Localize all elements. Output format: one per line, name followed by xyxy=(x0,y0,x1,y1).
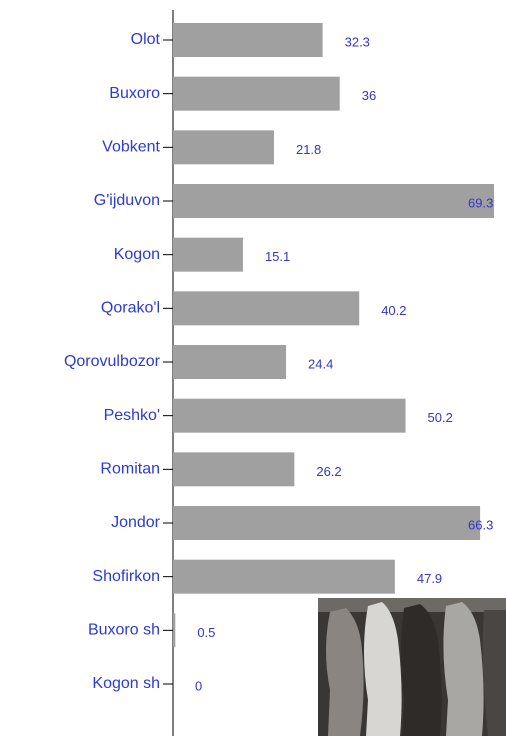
y-tick-label: G'ijduvon xyxy=(94,192,160,209)
value-label: 26.2 xyxy=(316,464,341,479)
y-tick-label: Kogon sh xyxy=(92,675,160,692)
y-tick-label: Qorako'l xyxy=(101,300,160,317)
chart: Olot 32.3 Buxoro 36 Vobkent 21.8 G'ijduvon 69.3… xyxy=(0,0,506,736)
bar xyxy=(173,613,175,647)
y-tick-label: Romitan xyxy=(100,461,160,478)
bar xyxy=(173,77,340,111)
photo xyxy=(318,598,506,736)
y-tick-label: Buxoro sh xyxy=(88,622,160,639)
y-tick-label: Olot xyxy=(131,31,161,48)
value-label: 32.3 xyxy=(345,34,370,49)
bar xyxy=(173,399,406,433)
value-label: 15.1 xyxy=(265,249,290,264)
y-tick-label: Peshko' xyxy=(104,407,160,424)
bar xyxy=(173,184,494,218)
y-tick-label: Jondor xyxy=(111,514,161,531)
value-label: 50.2 xyxy=(428,410,453,425)
y-tick-label: Vobkent xyxy=(102,139,160,156)
value-label: 24.4 xyxy=(308,356,333,371)
bar xyxy=(173,238,243,272)
bar xyxy=(173,560,395,594)
y-tick-label: Qorovulbozor xyxy=(64,353,161,370)
value-label: 40.2 xyxy=(381,303,406,318)
bar xyxy=(173,23,323,57)
bar xyxy=(173,345,286,379)
y-tick-label: Buxoro xyxy=(109,85,160,102)
bar xyxy=(173,291,359,325)
bar xyxy=(173,452,294,486)
value-label: 36 xyxy=(362,88,376,103)
value-label: 69.3 xyxy=(468,195,493,210)
value-label: 47.9 xyxy=(417,571,442,586)
bar xyxy=(173,130,274,164)
value-label: 21.8 xyxy=(296,142,321,157)
bar xyxy=(173,506,480,540)
value-label: 0 xyxy=(195,678,202,693)
y-tick-label: Shofirkon xyxy=(92,568,160,585)
y-tick-label: Kogon xyxy=(114,246,160,263)
page: {"chart_data": {"type": "bar", "orientat… xyxy=(0,0,506,736)
value-label: 66.3 xyxy=(468,517,493,532)
value-label: 0.5 xyxy=(197,625,215,640)
